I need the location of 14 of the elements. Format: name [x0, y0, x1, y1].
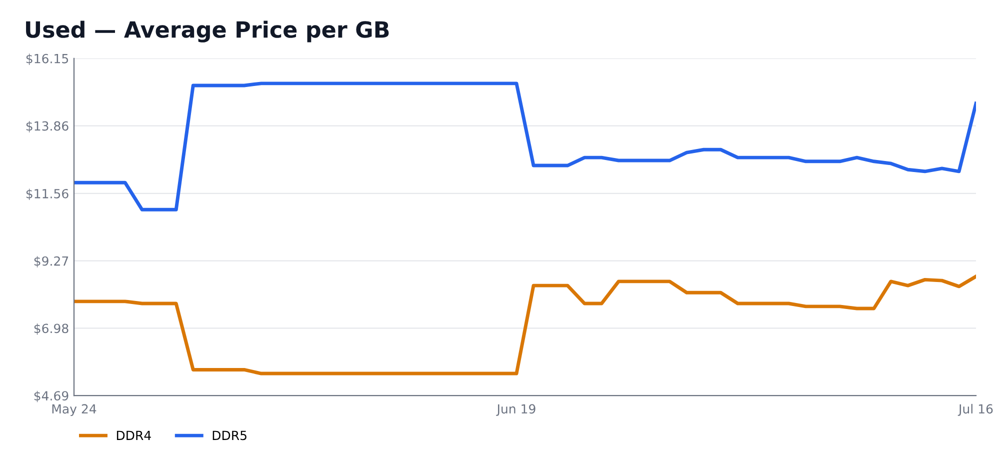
y-tick-label: $6.98 [34, 323, 68, 335]
line-series [74, 274, 976, 376]
x-tick-label: Jul 16 [958, 404, 993, 416]
legend-label: DDR5 [212, 430, 246, 440]
chart-title: Used — Average Price per GB [26, 20, 389, 42]
line-series [74, 82, 976, 212]
legend-label: DDR4 [116, 430, 151, 440]
y-tick-label: $16.15 [26, 54, 68, 66]
y-tick-label: $13.86 [26, 121, 68, 132]
y-tick-label: $4.69 [34, 390, 68, 402]
x-tick-label: May 24 [52, 404, 96, 416]
y-tick-label: $11.56 [26, 188, 68, 200]
x-tick-label: Jun 19 [496, 404, 536, 416]
y-tick-label: $9.27 [34, 256, 68, 268]
